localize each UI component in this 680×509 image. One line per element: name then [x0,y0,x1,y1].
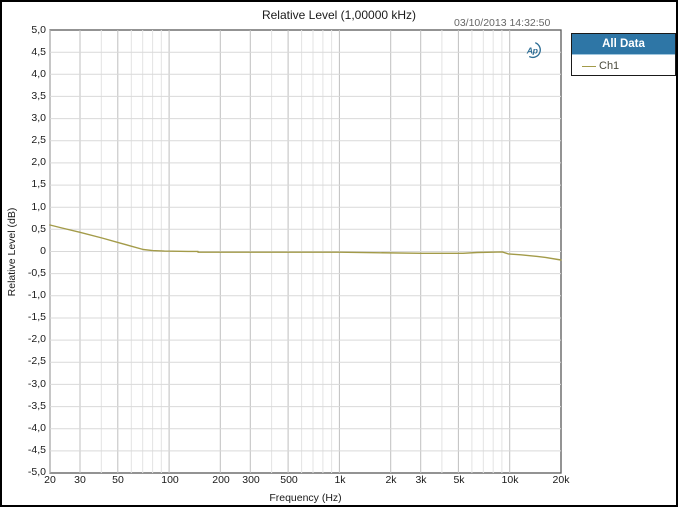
svg-text:Ap: Ap [526,45,539,55]
